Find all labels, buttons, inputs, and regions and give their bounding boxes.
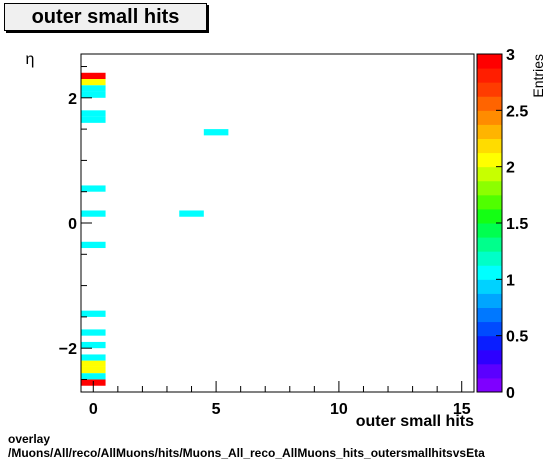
y-tick-label: 0 [68, 216, 77, 233]
colorbar-segment [477, 180, 502, 196]
colorbar-segment [477, 166, 502, 182]
colorbar-tick-label: 2.5 [506, 103, 528, 120]
y-tick-label: 2 [68, 91, 77, 108]
colorbar-tick-label: 1 [506, 272, 515, 289]
colorbar-segment [477, 54, 502, 69]
colorbar-segment [477, 279, 502, 294]
heatmap-cell [81, 110, 106, 117]
y-tick-label: −2 [59, 341, 77, 358]
colorbar-segment [477, 363, 502, 379]
colorbar-segment [477, 194, 502, 210]
colorbar-segment [477, 68, 502, 83]
heatmap-cell [81, 366, 106, 374]
heatmap-cell [81, 79, 106, 86]
plot-frame [80, 53, 475, 393]
heatmap-cell [81, 310, 106, 317]
chart-title-box: outer small hits [4, 3, 207, 31]
x-tick-label: 0 [89, 401, 98, 418]
colorbar-segment [477, 237, 502, 252]
heatmap-cell [81, 329, 106, 336]
colorbar-segment [477, 152, 502, 168]
heatmap-cell [179, 210, 204, 217]
colorbar-segment [477, 307, 502, 323]
heatmap-cell [81, 116, 106, 123]
heatmap-cell [81, 360, 106, 367]
x-tick-label: 15 [453, 401, 471, 418]
heatmap-cell [81, 85, 106, 92]
colorbar-tick-label: 0 [506, 385, 515, 402]
heatmap-cell [81, 341, 106, 349]
colorbar-segment [477, 321, 502, 337]
colorbar-segment [477, 208, 502, 224]
heatmap-cell [81, 354, 106, 361]
colorbar-segment [477, 251, 502, 266]
x-tick-label: 5 [212, 401, 221, 418]
x-tick-label: 10 [330, 401, 348, 418]
y-axis-label: η [26, 51, 35, 68]
colorbar-tick-label: 0.5 [506, 329, 528, 346]
heatmap-cell [81, 210, 106, 217]
heatmap-cell [81, 72, 106, 80]
colorbar-segment [477, 293, 502, 308]
colorbar-label: Entries [530, 54, 546, 98]
colorbar-segment [477, 124, 502, 139]
colorbar-segment [477, 96, 502, 111]
colorbar-tick-label: 1.5 [506, 216, 528, 233]
heatmap-cell [81, 373, 106, 380]
caption-overlay: overlay [8, 432, 51, 446]
colorbar-segment [477, 138, 502, 154]
x-axis-label: outer small hits [356, 413, 474, 430]
heatmap-cell [81, 241, 106, 249]
heatmap-cell [81, 91, 106, 98]
colorbar-tick-label: 2 [506, 160, 515, 177]
colorbar-segment [477, 82, 502, 97]
heatmap-cell [81, 185, 106, 192]
caption-path: /Muons/All/reco/AllMuons/hits/Muons_All_… [8, 446, 485, 460]
colorbar-segment [477, 223, 502, 238]
colorbar-segment [477, 335, 502, 351]
colorbar-segment [477, 377, 502, 393]
chart-title: outer small hits [31, 6, 180, 28]
colorbar-segment [477, 265, 502, 280]
colorbar-segment [477, 349, 502, 365]
heatmap-cell [203, 129, 229, 136]
colorbar-segment [477, 110, 502, 125]
colorbar-tick-label: 3 [506, 47, 515, 64]
